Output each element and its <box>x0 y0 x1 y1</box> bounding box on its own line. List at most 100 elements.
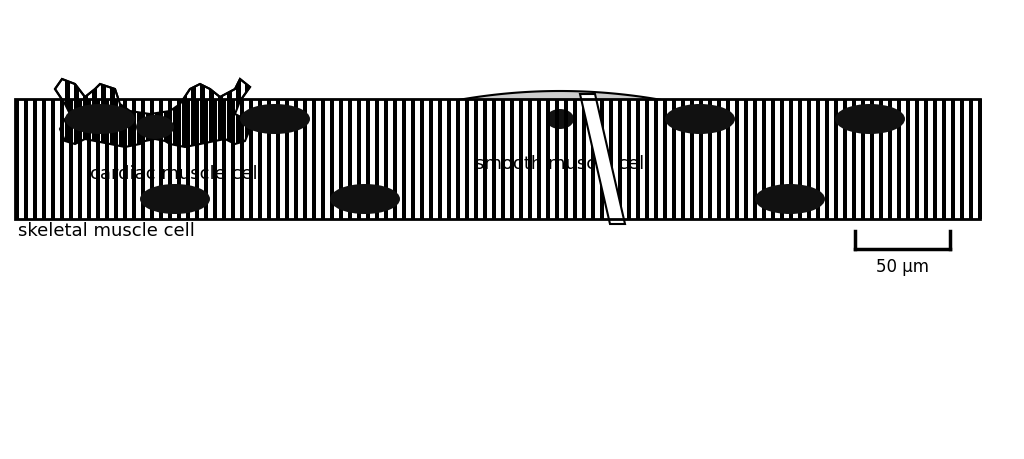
Bar <box>159 100 163 219</box>
Bar <box>132 100 136 219</box>
Bar <box>164 75 169 155</box>
Bar <box>96 100 100 219</box>
Bar <box>969 100 973 219</box>
Bar <box>249 100 253 219</box>
Ellipse shape <box>240 105 310 134</box>
Bar <box>384 100 388 219</box>
Bar <box>843 100 847 219</box>
Bar <box>258 100 262 219</box>
Bar <box>897 100 901 219</box>
Bar <box>245 75 250 155</box>
Bar <box>492 100 496 219</box>
Polygon shape <box>580 95 625 224</box>
Bar <box>191 75 196 155</box>
Bar <box>852 100 856 219</box>
Bar <box>128 75 133 155</box>
Bar <box>798 100 802 219</box>
Bar <box>110 75 115 155</box>
Bar <box>375 100 379 219</box>
Bar <box>276 100 280 219</box>
Text: 50 μm: 50 μm <box>876 257 929 275</box>
Bar <box>915 100 919 219</box>
Bar <box>411 100 415 219</box>
Bar <box>672 100 676 219</box>
Bar <box>708 100 712 219</box>
Bar <box>501 100 505 219</box>
Bar <box>420 100 424 219</box>
Bar <box>645 100 649 219</box>
Bar <box>204 100 208 219</box>
Bar <box>870 100 874 219</box>
Bar <box>717 100 721 219</box>
Bar <box>303 100 307 219</box>
Bar <box>87 100 91 219</box>
Bar <box>906 100 910 219</box>
Bar <box>33 100 37 219</box>
Bar <box>618 100 622 219</box>
Bar <box>636 100 640 219</box>
Bar <box>119 75 124 155</box>
Bar <box>114 100 118 219</box>
Bar <box>155 75 160 155</box>
Bar <box>236 75 241 155</box>
Bar <box>447 100 451 219</box>
Bar <box>195 100 199 219</box>
Bar <box>699 100 703 219</box>
Bar <box>465 100 469 219</box>
Bar <box>474 100 478 219</box>
Bar <box>285 100 289 219</box>
Bar <box>546 100 550 219</box>
Bar <box>15 100 980 219</box>
Ellipse shape <box>546 110 574 130</box>
Ellipse shape <box>65 105 135 134</box>
Bar <box>168 100 172 219</box>
Bar <box>609 100 613 219</box>
Bar <box>690 100 694 219</box>
Bar <box>222 100 226 219</box>
Bar <box>330 100 334 219</box>
Ellipse shape <box>665 105 735 134</box>
Bar <box>519 100 523 219</box>
Bar <box>200 75 205 155</box>
Bar <box>861 100 865 219</box>
Bar <box>627 100 631 219</box>
Bar <box>78 100 82 219</box>
Bar <box>456 100 460 219</box>
Bar <box>735 100 739 219</box>
Bar <box>146 75 151 155</box>
Bar <box>951 100 955 219</box>
Bar <box>978 100 982 219</box>
Bar <box>105 100 109 219</box>
Bar <box>65 100 245 190</box>
Bar <box>227 75 232 155</box>
Bar <box>483 100 487 219</box>
Ellipse shape <box>755 185 825 214</box>
Bar <box>591 100 595 219</box>
Bar <box>564 100 568 219</box>
Bar <box>582 100 586 219</box>
Bar <box>51 100 55 219</box>
Bar <box>357 100 361 219</box>
Bar <box>888 100 892 219</box>
Bar <box>393 100 397 219</box>
Bar <box>186 100 190 219</box>
Bar <box>177 100 181 219</box>
Bar <box>69 100 73 219</box>
Bar <box>83 75 88 155</box>
Bar <box>240 100 244 219</box>
Bar <box>790 100 793 219</box>
Bar <box>771 100 775 219</box>
Bar <box>137 75 142 155</box>
Polygon shape <box>400 92 720 148</box>
Bar <box>402 100 406 219</box>
Bar <box>654 100 658 219</box>
Bar <box>924 100 928 219</box>
Bar <box>510 100 514 219</box>
Bar <box>182 75 187 155</box>
Ellipse shape <box>136 116 174 140</box>
Bar <box>600 100 604 219</box>
Bar <box>231 100 234 219</box>
Bar <box>825 100 829 219</box>
Ellipse shape <box>330 185 400 214</box>
Bar <box>141 100 145 219</box>
